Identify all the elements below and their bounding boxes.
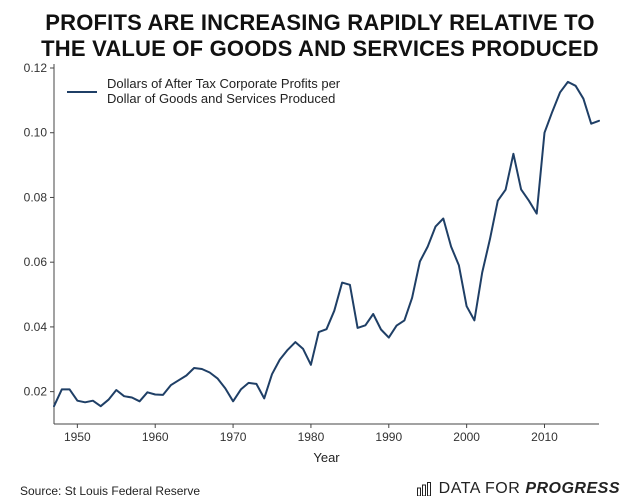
chart-title-line-2: THE VALUE OF GOODS AND SERVICES PRODUCED	[41, 36, 599, 61]
x-tick-label: 2010	[531, 430, 558, 444]
brand-text-regular: DATA FOR	[438, 480, 521, 497]
source-note: Source: St Louis Federal Reserve	[20, 484, 201, 498]
x-tick-label: 1950	[64, 430, 91, 444]
x-tick-label: 2000	[453, 430, 480, 444]
x-tick-label: 1990	[375, 430, 402, 444]
brand-text-bold: PROGRESS	[525, 480, 620, 497]
chart-title-line-1: PROFITS ARE INCREASING RAPIDLY RELATIVE …	[45, 10, 595, 35]
x-tick-label: 1970	[220, 430, 247, 444]
legend-label-line: Dollars of After Tax Corporate Profits p…	[107, 76, 341, 91]
y-tick-label: 0.02	[24, 385, 48, 399]
series-line	[53, 80, 600, 408]
chart-title: PROFITS ARE INCREASING RAPIDLY RELATIVE …	[0, 10, 640, 62]
x-tick-label: 1980	[298, 430, 325, 444]
y-tick-label: 0.04	[24, 320, 48, 334]
brand-logo: DATA FOR PROGRESS	[416, 480, 620, 498]
y-tick-label: 0.12	[24, 61, 48, 75]
legend-label-line: Dollar of Goods and Services Produced	[107, 91, 335, 106]
y-tick-label: 0.10	[24, 126, 48, 140]
x-axis-title: Year	[313, 450, 340, 465]
y-tick-label: 0.08	[24, 190, 48, 204]
y-tick-label: 0.06	[24, 255, 48, 269]
bar-chart-icon	[416, 482, 431, 496]
x-tick-label: 1960	[142, 430, 169, 444]
